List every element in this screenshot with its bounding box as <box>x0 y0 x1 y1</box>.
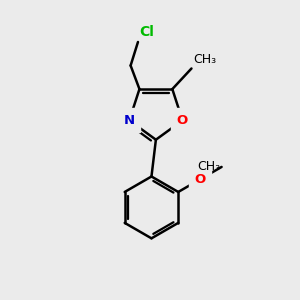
Text: O: O <box>194 173 206 186</box>
Text: Cl: Cl <box>140 25 154 39</box>
Text: CH₃: CH₃ <box>193 53 216 66</box>
Text: O: O <box>177 114 188 127</box>
Text: CH₃: CH₃ <box>197 160 220 173</box>
Text: N: N <box>124 114 135 127</box>
